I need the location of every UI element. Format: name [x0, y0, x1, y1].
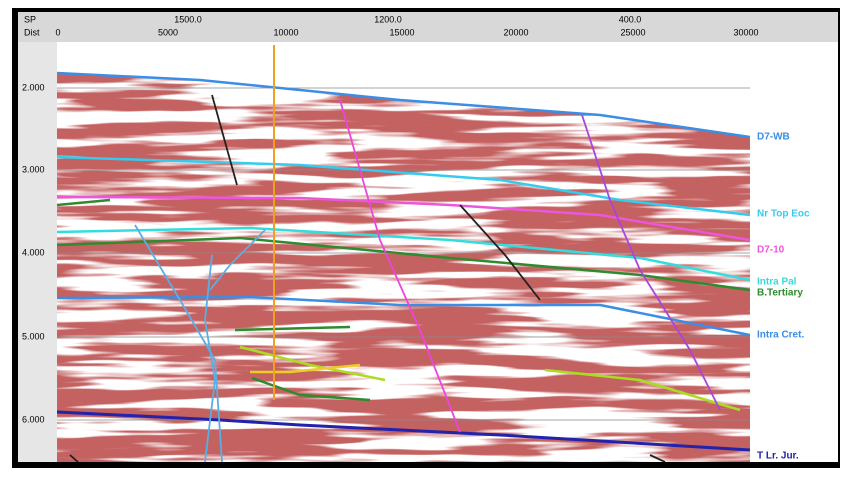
sp-tick-label: 400.0	[619, 14, 642, 24]
seismic-data	[57, 45, 750, 462]
horizon-label: T Lr. Jur.	[757, 451, 799, 462]
time-label: 2.000	[22, 82, 45, 92]
sp-tick-label: 1200.0	[374, 14, 402, 24]
horizon-label: D7-10	[757, 245, 785, 256]
fault	[649, 454, 666, 462]
dist-tick-label: 10000	[273, 27, 298, 37]
horizon-segment	[239, 345, 386, 382]
dist-tick-label: 0	[55, 27, 60, 37]
horizon	[57, 195, 750, 242]
horizon	[57, 295, 750, 337]
horizon-label: Nr Top Eoc	[757, 209, 810, 220]
horizon-label: Intra Cret.	[757, 330, 804, 341]
faults	[69, 94, 721, 462]
fault	[209, 229, 266, 291]
horizon	[57, 155, 750, 217]
sp-label: SP	[24, 14, 36, 24]
fault	[211, 94, 238, 186]
fault	[69, 454, 79, 462]
horizon-label: D7-WB	[757, 132, 790, 143]
time-label: 6.000	[22, 414, 45, 424]
dist-label: Dist	[24, 27, 40, 37]
horizon-segment	[250, 363, 361, 374]
dist-tick-label: 5000	[158, 27, 178, 37]
fault	[581, 114, 721, 411]
dist-tick-label: 30000	[733, 27, 758, 37]
time-label: 3.000	[22, 164, 45, 174]
horizon-label: Intra Pal	[757, 277, 797, 288]
fault	[339, 99, 461, 433]
fault	[134, 224, 223, 462]
time-label: 5.000	[22, 331, 45, 341]
time-label: 4.000	[22, 247, 45, 257]
horizon-label: B.Tertiary	[757, 288, 803, 299]
dist-tick-label: 15000	[389, 27, 414, 37]
dist-tick-label: 25000	[620, 27, 645, 37]
dist-tick-label: 20000	[503, 27, 528, 37]
water-column	[57, 45, 750, 137]
horizon	[57, 71, 750, 139]
horizon-segment	[234, 325, 351, 332]
horizon-segment	[251, 376, 371, 402]
fault	[459, 204, 541, 301]
horizon-segment	[57, 198, 111, 207]
sp-tick-label: 1500.0	[174, 14, 202, 24]
horizons	[57, 71, 750, 452]
horizon	[57, 236, 750, 292]
horizon-segment	[544, 368, 741, 412]
time-axis-bar	[18, 42, 57, 462]
top-axis-bar	[18, 12, 838, 42]
horizon	[57, 226, 750, 282]
fault	[204, 254, 216, 462]
horizon	[57, 410, 750, 452]
